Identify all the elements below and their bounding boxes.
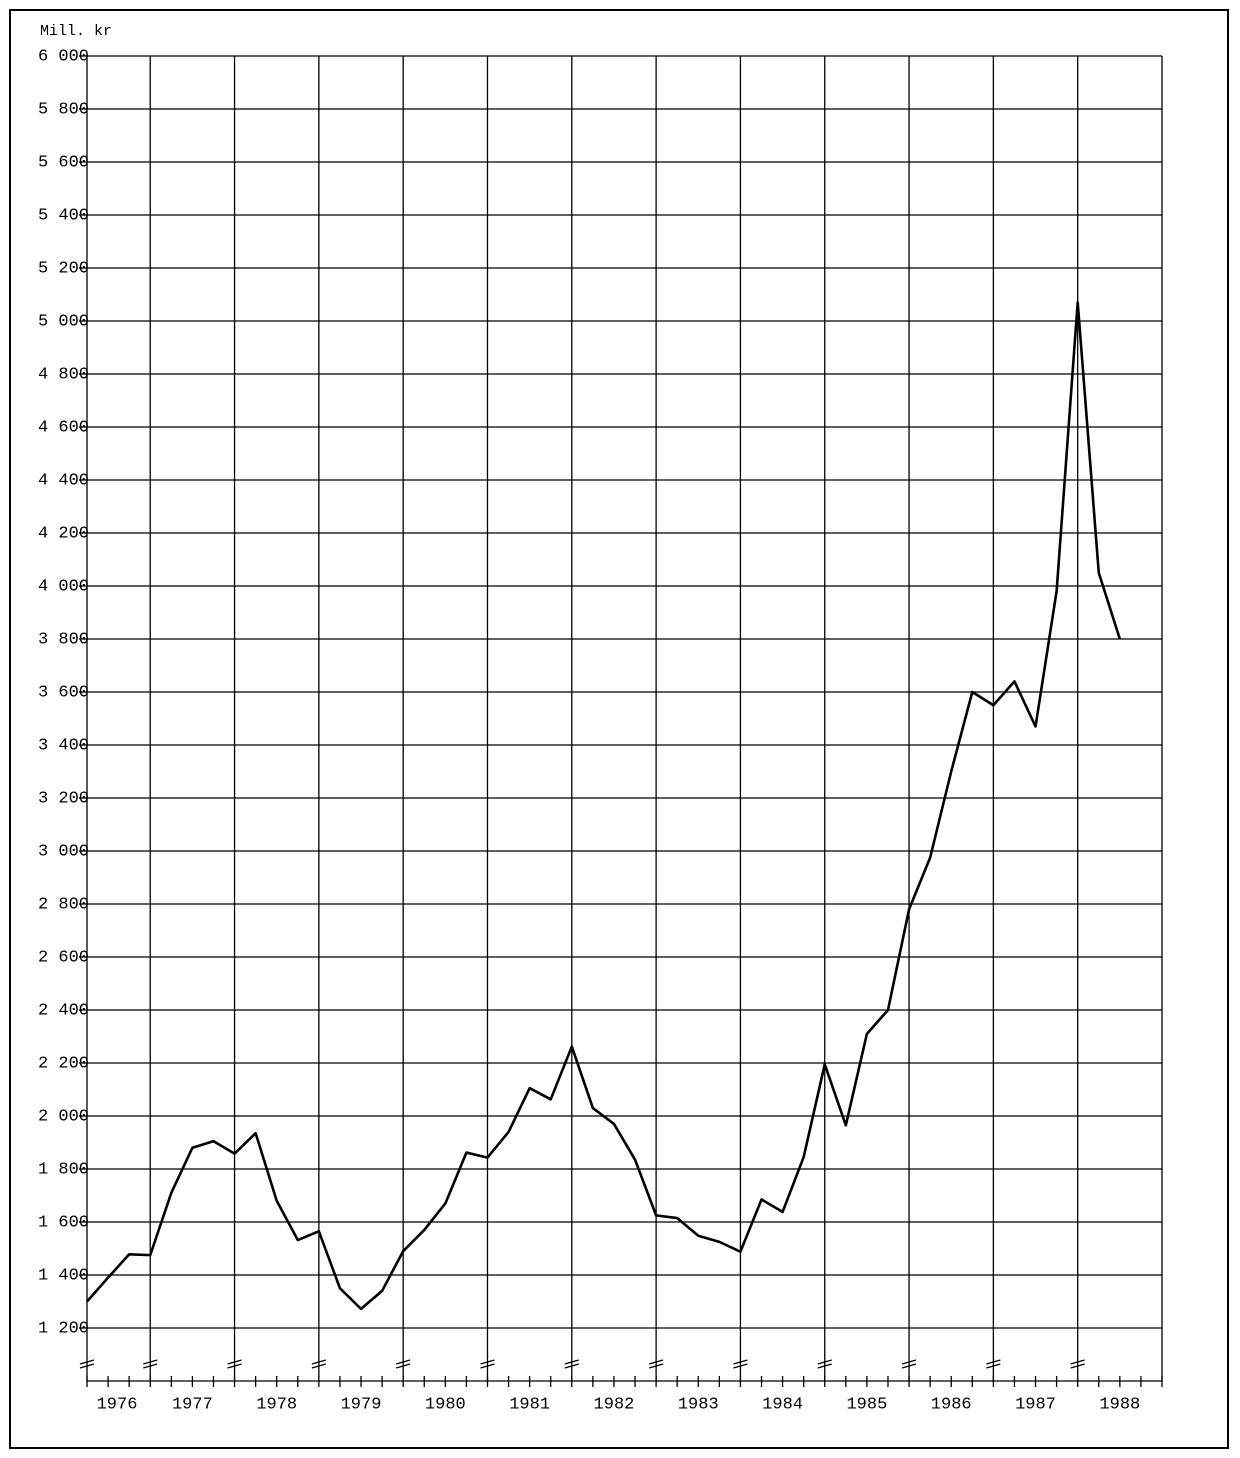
axis-break xyxy=(986,1363,1001,1369)
y-tick-label: 5 800 xyxy=(38,100,89,119)
y-tick-label: 3 200 xyxy=(38,789,89,808)
y-tick-label: 3 400 xyxy=(38,736,89,755)
x-tick-label: 1985 xyxy=(846,1395,887,1414)
x-tick-label: 1982 xyxy=(594,1395,635,1414)
y-tick-label: 4 800 xyxy=(38,365,89,384)
y-tick-label: 4 000 xyxy=(38,577,89,596)
axis-break xyxy=(395,1363,411,1369)
axis-break xyxy=(648,1359,664,1365)
y-tick-label: 5 000 xyxy=(38,312,89,331)
y-axis-label: Mill. kr xyxy=(40,23,112,40)
axis-break xyxy=(79,1363,95,1369)
y-tick-label: 3 600 xyxy=(38,683,89,702)
y-tick-label: 2 000 xyxy=(38,1107,89,1126)
axis-break xyxy=(564,1363,579,1369)
axis-break xyxy=(79,1359,95,1365)
axis-break xyxy=(143,1359,158,1365)
axis-break xyxy=(480,1359,495,1365)
y-tick-label: 4 200 xyxy=(38,524,89,543)
data-line xyxy=(86,301,1122,1311)
axis-break xyxy=(901,1359,917,1365)
axis-break xyxy=(986,1359,1001,1365)
axis-break xyxy=(817,1363,832,1369)
axis-break xyxy=(648,1363,664,1369)
x-tick-label: 1978 xyxy=(256,1395,297,1414)
frame xyxy=(9,9,1229,1449)
axis-break xyxy=(733,1363,748,1369)
axis-break xyxy=(901,1363,917,1369)
y-tick-label: 1 400 xyxy=(38,1266,89,1285)
y-tick-label: 4 400 xyxy=(38,471,89,490)
axis-break xyxy=(227,1359,242,1365)
x-tick-label: 1980 xyxy=(425,1395,466,1414)
y-tick-label: 2 200 xyxy=(38,1054,89,1073)
y-tick-label: 3 000 xyxy=(38,842,89,861)
axis-break xyxy=(733,1359,748,1365)
x-tick-label: 1988 xyxy=(1099,1395,1140,1414)
y-tick-label: 2 600 xyxy=(38,948,89,967)
x-tick-label: 1987 xyxy=(1015,1395,1056,1414)
axis-break xyxy=(227,1363,242,1369)
x-tick-label: 1976 xyxy=(97,1395,138,1414)
axis-break xyxy=(564,1359,579,1365)
axis-break xyxy=(311,1359,327,1365)
axis-break xyxy=(480,1363,495,1369)
x-tick-label: 1983 xyxy=(678,1395,719,1414)
y-tick-label: 4 600 xyxy=(38,418,89,437)
axis-break xyxy=(1070,1363,1085,1369)
axis-break xyxy=(817,1359,832,1365)
x-tick-label: 1979 xyxy=(341,1395,382,1414)
x-tick-label: 1986 xyxy=(931,1395,972,1414)
axis-break xyxy=(395,1359,411,1365)
y-tick-label: 1 200 xyxy=(38,1319,89,1338)
y-tick-label: 1 800 xyxy=(38,1160,89,1179)
y-tick-label: 6 000 xyxy=(38,47,89,66)
y-tick-label: 2 400 xyxy=(38,1001,89,1020)
axis-break xyxy=(311,1363,327,1369)
x-tick-label: 1977 xyxy=(172,1395,213,1414)
y-tick-label: 5 400 xyxy=(38,206,89,225)
y-tick-label: 5 200 xyxy=(38,259,89,278)
y-tick-label: 5 600 xyxy=(38,153,89,172)
y-tick-label: 1 600 xyxy=(38,1213,89,1232)
axis-break xyxy=(143,1363,158,1369)
y-tick-label: 3 800 xyxy=(38,630,89,649)
x-tick-label: 1984 xyxy=(762,1395,803,1414)
x-tick-label: 1981 xyxy=(509,1395,550,1414)
y-tick-label: 2 800 xyxy=(38,895,89,914)
axis-break xyxy=(1070,1359,1085,1365)
